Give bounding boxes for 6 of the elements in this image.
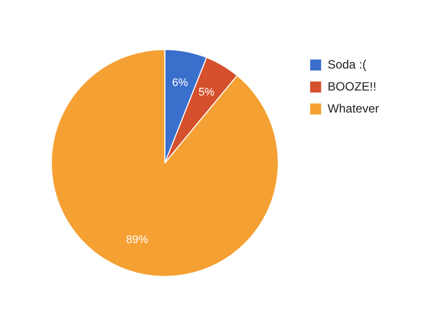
legend-label: Whatever — [328, 101, 380, 116]
data-label: 5% — [198, 86, 215, 99]
data-label: 89% — [126, 234, 148, 246]
legend-label: BOOZE!! — [328, 79, 376, 94]
legend-label: Soda :( — [328, 57, 366, 72]
data-label: 6% — [172, 76, 188, 89]
